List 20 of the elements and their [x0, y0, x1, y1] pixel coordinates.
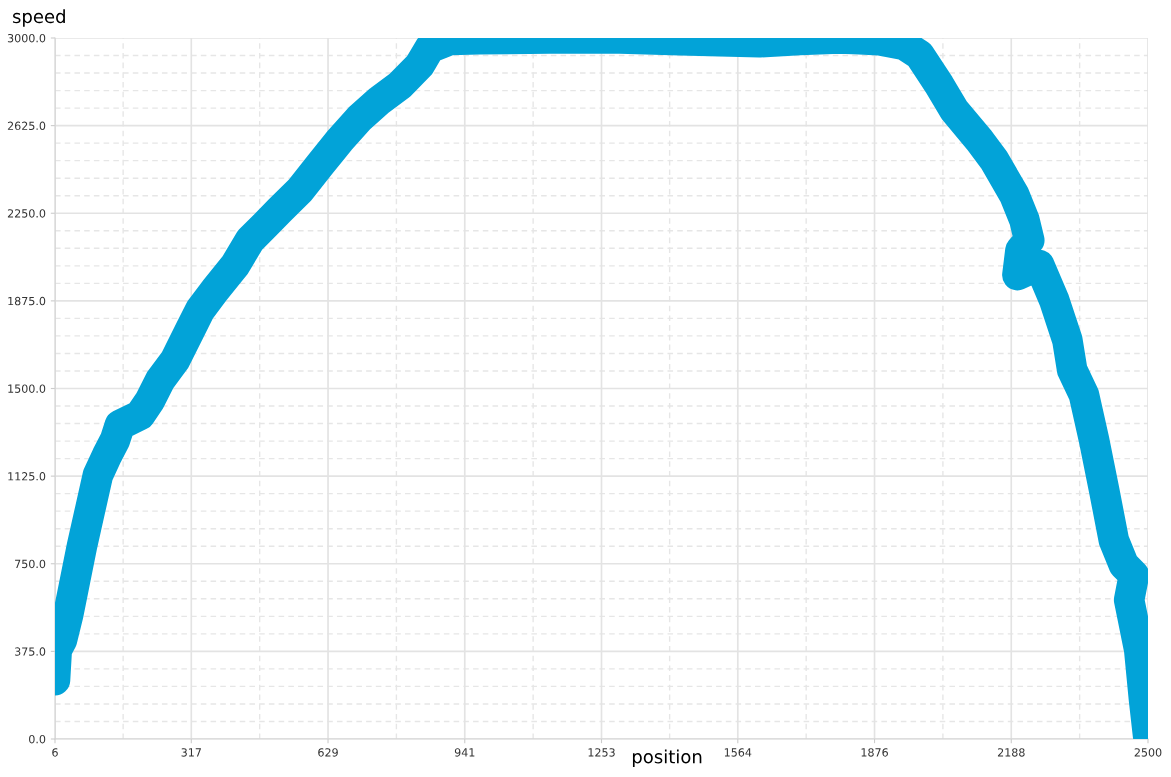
- x-tick-label: 941: [454, 748, 475, 757]
- y-axis-title: speed: [12, 9, 65, 27]
- y-tick-label: 2625.0: [7, 121, 46, 130]
- x-tick-label: 1876: [861, 748, 888, 757]
- y-tick-label: 1500.0: [8, 384, 46, 393]
- x-tick-label: 1564: [724, 748, 752, 757]
- x-tick-label: 2188: [997, 748, 1025, 757]
- x-tick-label: 2500: [1134, 748, 1162, 757]
- x-tick-label: 629: [318, 748, 338, 757]
- y-tick-label: 750.0: [15, 559, 46, 569]
- x-tick-label: 1253: [588, 748, 615, 757]
- y-tick-label: 375.0: [15, 647, 46, 656]
- x-tick-label: 317: [181, 748, 201, 757]
- y-tick-label: 1125.0: [8, 472, 46, 481]
- y-tick-label: 1875.0: [8, 296, 46, 306]
- y-tick-label: 0.0: [29, 734, 46, 744]
- y-tick-label: 3000.0: [7, 33, 46, 43]
- x-tick-label: 6: [52, 748, 58, 757]
- y-tick-label: 2250.0: [7, 209, 46, 218]
- x-axis-title: position: [632, 749, 702, 767]
